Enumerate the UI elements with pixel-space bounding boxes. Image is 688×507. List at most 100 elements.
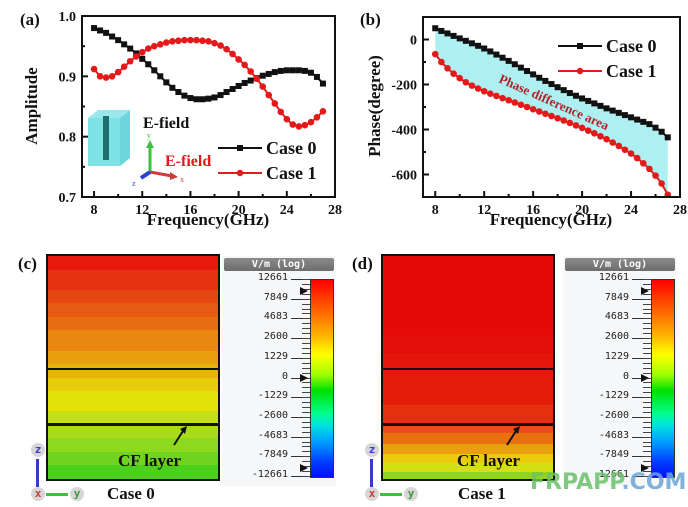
- x-axis-arrow: [149, 170, 173, 178]
- colorbar-minor-tick: [643, 347, 651, 349]
- y-tick-label: -400: [391, 124, 417, 139]
- colorbar-gradient: [310, 279, 334, 478]
- data-point: [283, 67, 290, 74]
- data-point: [289, 121, 297, 128]
- x-tick-label: 8: [91, 203, 98, 218]
- colorbar-tick-label: 12661: [257, 272, 288, 283]
- panel-d-label: (d): [352, 254, 373, 273]
- data-point: [505, 96, 512, 104]
- panel-a-label: (a): [20, 10, 40, 29]
- y-axis-letter: y: [147, 131, 151, 140]
- colorbar-minor-tick: [302, 328, 310, 330]
- data-point: [640, 118, 647, 125]
- data-point: [646, 121, 653, 128]
- colorbar-minor-tick: [643, 446, 651, 448]
- panel-c-label: (c): [18, 254, 37, 273]
- y-tick-label: -200: [391, 79, 417, 94]
- colorbar-minor-tick: [643, 283, 651, 285]
- colorbar-minor-tick: [302, 352, 310, 354]
- field-band: [48, 451, 218, 466]
- legend-a: Case 0 Case 1: [218, 138, 317, 183]
- data-point: [432, 25, 439, 32]
- data-point: [217, 92, 224, 99]
- cf-strip: [103, 116, 109, 160]
- data-point: [277, 67, 284, 74]
- data-point: [475, 42, 482, 49]
- data-point: [265, 91, 273, 99]
- field-map-case1: [381, 254, 555, 481]
- data-point: [542, 77, 549, 84]
- colorbar-minor-tick: [643, 343, 651, 345]
- field-band: [383, 387, 553, 406]
- field-band: [48, 330, 218, 351]
- data-point: [530, 71, 537, 78]
- data-point: [217, 42, 224, 49]
- data-point: [229, 50, 236, 58]
- series-case-1: [431, 50, 672, 199]
- data-point: [579, 95, 586, 102]
- data-point: [187, 36, 194, 44]
- z-axis-letter: z: [132, 179, 136, 188]
- data-point: [554, 84, 561, 91]
- data-point: [431, 50, 439, 58]
- data-point: [450, 70, 457, 77]
- data-point: [271, 100, 279, 107]
- data-point: [259, 83, 267, 90]
- data-point: [169, 38, 176, 45]
- colorbar-minor-tick: [643, 362, 651, 364]
- data-point: [535, 108, 543, 115]
- colorbar-minor-tick: [643, 411, 651, 413]
- colorbar-minor-tick: [643, 456, 651, 458]
- data-point: [536, 74, 543, 81]
- plot-frame: [81, 15, 336, 198]
- colorbar-minor-tick: [643, 328, 651, 330]
- colorbar-gradient: [651, 279, 675, 478]
- layer-divider: [383, 367, 553, 370]
- colorbar-minor-tick: [302, 387, 310, 389]
- field-band: [48, 269, 218, 290]
- colorbar-tick-label: 2600: [263, 331, 288, 343]
- data-point: [480, 87, 488, 95]
- y-tick-label: 1.0: [59, 10, 77, 25]
- colorbar-minor-tick: [643, 426, 651, 428]
- unit-cell-inset: [88, 110, 130, 166]
- colorbar-major-tick: [291, 456, 310, 458]
- colorbar-minor-tick: [643, 431, 651, 433]
- colorbar-minor-tick: [302, 303, 310, 305]
- colorbar-tick-label: 2600: [604, 331, 629, 343]
- field-band: [383, 405, 553, 423]
- amplitude-chart: 8 12 16 20 24 28 0.7 0.8 0.9 1.0 Frequency(GHz) A…: [22, 10, 342, 229]
- colorbar-minor-tick: [302, 367, 310, 369]
- data-point: [493, 51, 500, 58]
- field-band: [383, 370, 553, 388]
- colorbar-minor-tick: [643, 308, 651, 310]
- colorbar-minor-tick: [643, 387, 651, 389]
- data-point: [283, 115, 291, 123]
- x-tick-label: 12: [477, 203, 491, 218]
- y-tick-label: 0.8: [59, 131, 77, 146]
- colorbar-minor-tick: [643, 357, 651, 359]
- data-point: [211, 39, 218, 47]
- legend-case1-label: Case 1: [266, 163, 317, 183]
- data-point: [609, 107, 616, 114]
- data-point: [639, 159, 647, 167]
- x-tick-label: 16: [526, 203, 540, 218]
- field-band: [48, 256, 218, 270]
- cf-layer-label: CF layer: [118, 451, 182, 470]
- data-point: [615, 142, 623, 150]
- data-point: [319, 108, 327, 115]
- cf-layer-boundary: [383, 423, 553, 427]
- x-tick-label: 16: [183, 203, 197, 218]
- colorbar-minor-tick: [643, 441, 651, 443]
- colorbar-minor-tick: [643, 451, 651, 453]
- legend-case1-marker: [576, 67, 584, 75]
- data-point: [205, 38, 212, 45]
- layer-divider: [48, 367, 218, 370]
- colorbar-minor-tick: [643, 298, 651, 300]
- colorbar-minor-tick: [302, 313, 310, 315]
- x-tick-label: 28: [673, 203, 687, 218]
- legend-case0-label: Case 0: [606, 36, 657, 56]
- colorbar-minor-tick: [302, 441, 310, 443]
- colorbar-minor-tick: [302, 338, 310, 340]
- data-point: [627, 150, 635, 157]
